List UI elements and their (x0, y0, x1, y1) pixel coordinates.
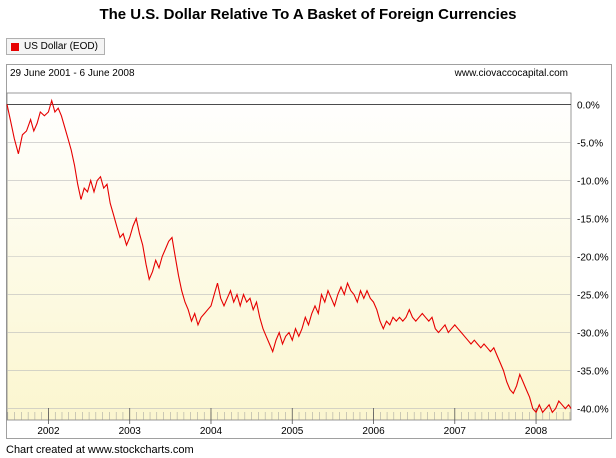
x-tick-label: 2003 (119, 426, 142, 437)
x-tick-label: 2002 (37, 426, 60, 437)
y-tick-label: -30.0% (577, 329, 609, 340)
y-tick-label: -25.0% (577, 291, 609, 302)
legend[interactable]: US Dollar (EOD) (6, 38, 105, 55)
x-tick-label: 2006 (362, 426, 385, 437)
x-tick-label: 2005 (281, 426, 304, 437)
y-tick-label: -20.0% (577, 253, 609, 264)
y-tick-label: -5.0% (577, 138, 603, 149)
line-chart: 0.0% -5.0% -10.0% -15.0% -20.0% -25.0% -30.0% -… (6, 68, 609, 437)
series-line-us-dollar (6, 98, 572, 414)
x-tick-label: 2004 (200, 426, 223, 437)
x-tick-label: 2008 (525, 426, 548, 437)
chart-credit: Chart created at www.stockcharts.com (6, 444, 194, 456)
legend-label: US Dollar (EOD) (24, 41, 98, 52)
grid-lines (7, 103, 571, 409)
y-tick-label: 0.0% (577, 100, 600, 111)
x-tick-label: 2007 (444, 426, 467, 437)
y-axis: 0.0% -5.0% -10.0% -15.0% -20.0% -25.0% -30.0% -… (577, 100, 609, 415)
legend-swatch (11, 42, 19, 51)
date-range: 29 June 2001 - 6 June 2008 (10, 68, 135, 79)
y-tick-label: -35.0% (577, 367, 609, 378)
chart-title: The U.S. Dollar Relative To A Basket of … (99, 6, 517, 23)
y-tick-label: -40.0% (577, 405, 609, 416)
y-tick-label: -15.0% (577, 214, 609, 225)
x-axis: 2002 2003 2004 2005 2006 2007 2008 (7, 408, 571, 437)
watermark: www.ciovaccocapital.com (454, 68, 568, 79)
y-tick-label: -10.0% (577, 176, 609, 187)
